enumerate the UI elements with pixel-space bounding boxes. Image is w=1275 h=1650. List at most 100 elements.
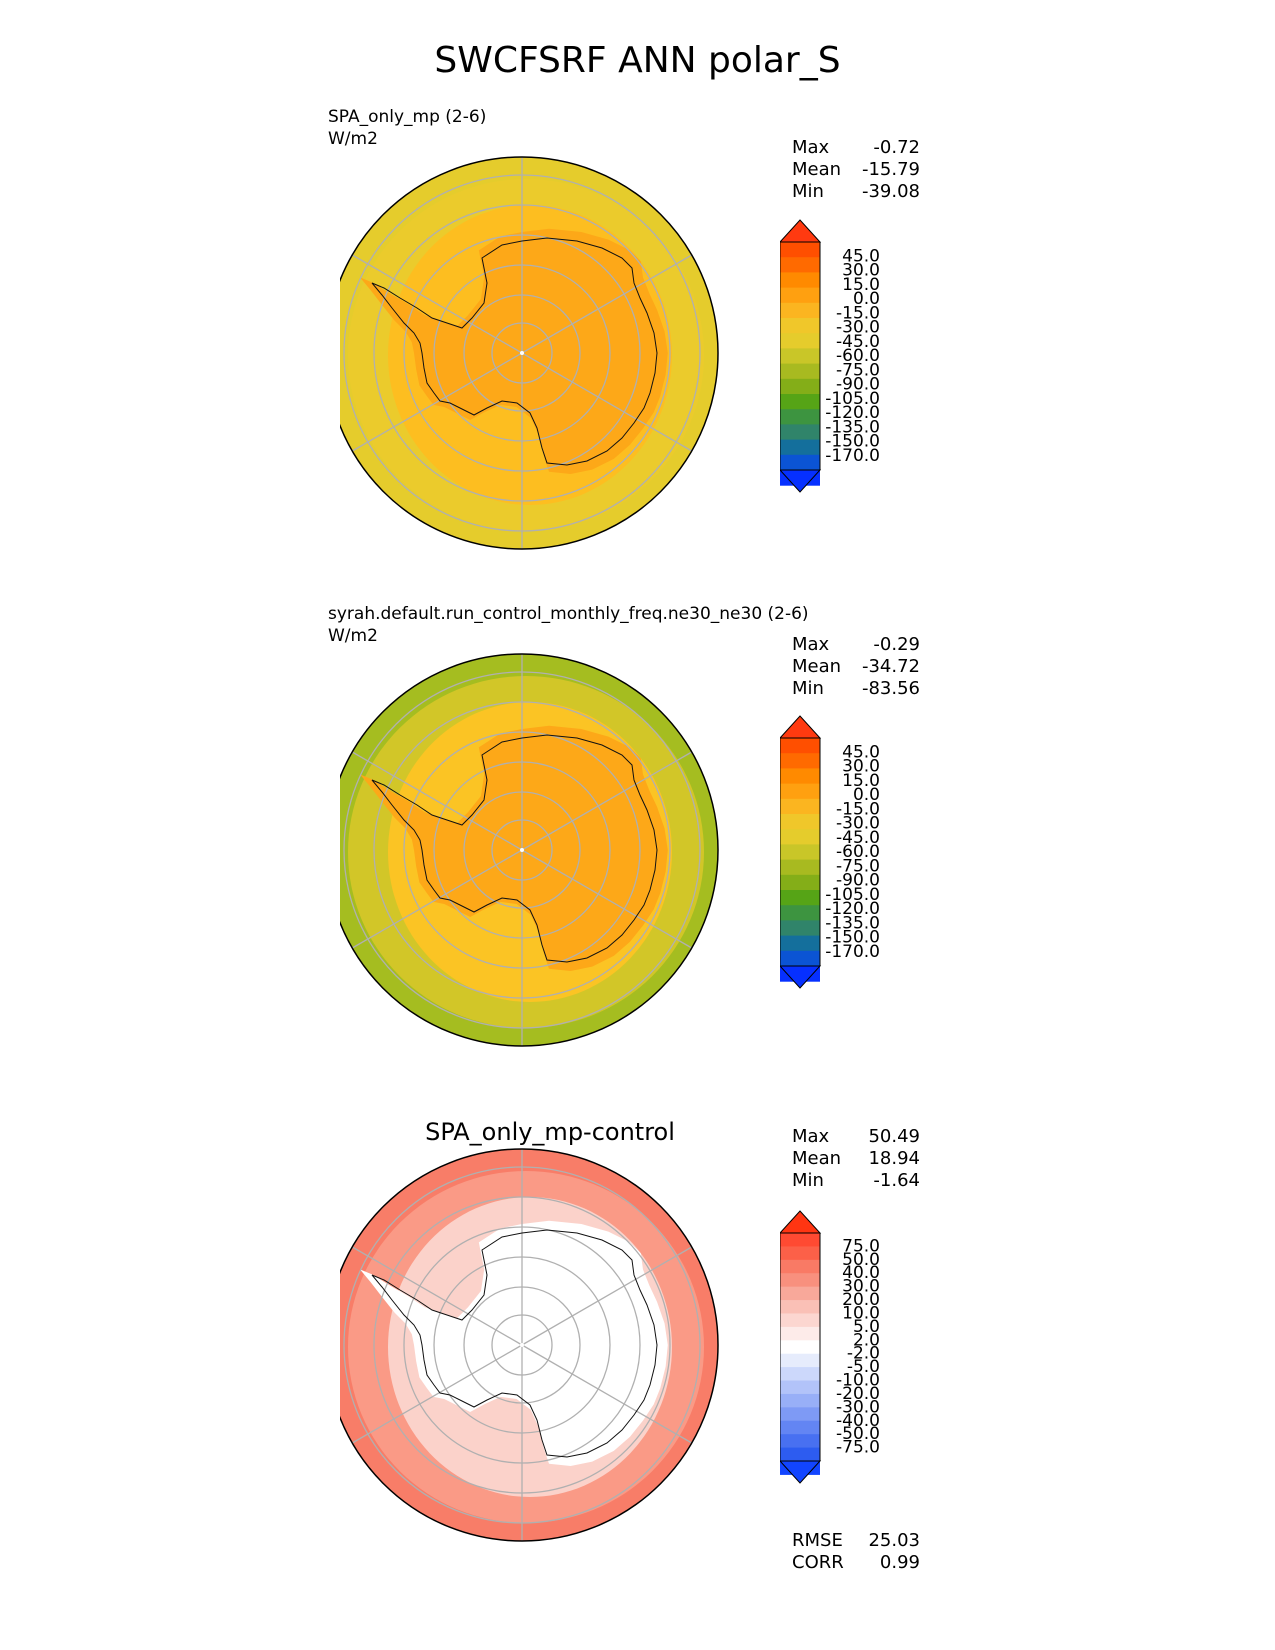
colorbar-segment (780, 333, 820, 349)
stat-min: -1.64 (873, 1170, 920, 1191)
coastline (371, 734, 658, 963)
stat-min: -83.56 (861, 678, 920, 699)
colorbar-tick-label: -45.0 (836, 828, 880, 848)
colorbar-tick-label: 10.0 (842, 1303, 880, 1323)
stat-min-label: Min (792, 1170, 824, 1191)
colorbar-segment (780, 378, 820, 395)
stat-min-label: Min (792, 181, 824, 202)
panel-1-colorbar: 45.030.015.00.0-15.0-30.0-45.0-60.0-75.0… (780, 219, 880, 493)
map-border (340, 1148, 719, 1542)
colorbar-segment (780, 859, 820, 876)
panel-2-colorbar: 45.030.015.00.0-15.0-30.0-45.0-60.0-75.0… (780, 715, 880, 989)
panel-2-header: syrah.default.run_control_monthly_freq.n… (328, 603, 809, 647)
panel-2-units: W/m2 (328, 626, 378, 646)
colorbar-segment (780, 738, 820, 754)
colorbar-tick-label: -150.0 (825, 432, 880, 452)
coastline (371, 237, 658, 466)
colorbar-segment (780, 348, 820, 365)
colorbar-top-arrow (780, 1210, 822, 1234)
colorbar-segment (780, 1353, 820, 1368)
colorbar-tick-label: -75.0 (836, 856, 880, 876)
colorbar-tick-label: -120.0 (825, 403, 880, 423)
colorbar-top-arrow (780, 715, 822, 739)
colorbar-tick-label: 20.0 (842, 1290, 880, 1310)
meridian-line (351, 352, 523, 452)
field-polar-region (360, 725, 668, 971)
colorbar-segment (780, 905, 820, 921)
colorbar-tick-label: -135.0 (825, 913, 880, 933)
meridian-line (521, 1344, 693, 1444)
meridian-line (521, 352, 693, 452)
colorbar-frame (780, 737, 821, 967)
colorbar-tick-label: 45.0 (842, 246, 880, 266)
colorbar-tick-label: -120.0 (825, 899, 880, 919)
colorbar-tick-label: -90.0 (836, 375, 880, 395)
colorbar-tick-label: -30.0 (836, 1397, 880, 1417)
colorbar-tick-label: 30.0 (842, 261, 880, 281)
colorbar-segment (780, 1273, 820, 1288)
field-layers (340, 157, 718, 549)
panel-2-stats: Max -0.29 Mean -34.72 Min -83.56 (792, 634, 920, 700)
colorbar-segment (780, 1434, 820, 1449)
colorbar-tick-label: -60.0 (836, 346, 880, 366)
coastline (371, 1229, 658, 1458)
panel-3-colorbar: 75.050.040.030.020.010.05.02.0-2.0-5.0-1… (780, 1210, 880, 1484)
colorbar-segment (780, 768, 820, 785)
panel-2-polar-map (340, 653, 719, 1047)
colorbar-segment (780, 874, 820, 891)
colorbar-tick-label: 50.0 (842, 1250, 880, 1270)
colorbar-segment (780, 1340, 820, 1355)
colorbar-tick-label: -135.0 (825, 417, 880, 437)
colorbar-tick-label: -20.0 (836, 1384, 880, 1404)
field-layers (340, 654, 718, 1046)
colorbar-segment (780, 783, 820, 800)
colorbar-tick-label: -15.0 (836, 799, 880, 819)
colorbar-tick-label: -30.0 (836, 814, 880, 834)
field-layers (340, 1149, 718, 1541)
colorbar-tick-label: 75.0 (842, 1236, 880, 1256)
colorbar-segment (780, 394, 820, 410)
colorbar-segment (780, 409, 820, 425)
colorbar-segment (780, 1259, 820, 1274)
stat-min-label: Min (792, 678, 824, 699)
colorbar-segment (780, 1367, 820, 1382)
colorbar-segment (780, 814, 820, 830)
colorbar-tick-label: -45.0 (836, 332, 880, 352)
panel-3-metrics: RMSE 25.03 CORR 0.99 (792, 1530, 920, 1574)
colorbar-tick-label: 45.0 (842, 742, 880, 762)
panel-2-title: syrah.default.run_control_monthly_freq.n… (328, 604, 809, 624)
colorbar-tick-label: -90.0 (836, 871, 880, 891)
colorbar-segment (780, 363, 820, 380)
stat-mean: -15.79 (861, 159, 920, 180)
stat-mean-label: Mean (792, 159, 842, 180)
colorbar-segment (780, 1286, 820, 1301)
colorbar-segment (780, 1313, 820, 1328)
colorbar-tick-label: -30.0 (836, 318, 880, 338)
colorbar-segment (780, 1393, 820, 1408)
pole-dot (520, 848, 524, 852)
colorbar-segment (780, 242, 820, 258)
stat-max-label: Max (792, 137, 830, 158)
colorbar-segment (780, 844, 820, 861)
colorbar-segment (780, 1380, 820, 1395)
colorbar-segment (780, 1300, 820, 1314)
colorbar-tick-label: 15.0 (842, 771, 880, 791)
meridian-line (351, 254, 523, 354)
colorbar-tick-label: -5.0 (847, 1357, 880, 1377)
panel-1-title: SPA_only_mp (2-6) (328, 107, 487, 127)
colorbar-tick-label: -60.0 (836, 842, 880, 862)
colorbar-tick-label: 40.0 (842, 1263, 880, 1283)
map-border (340, 653, 719, 1047)
corr-value: 0.99 (879, 1552, 920, 1573)
colorbar-tick-label: 15.0 (842, 275, 880, 295)
meridian-line (521, 1246, 693, 1346)
stat-mean-label: Mean (792, 1148, 842, 1169)
meridian-line (351, 1246, 523, 1346)
panel-3-polar-map (340, 1148, 719, 1542)
stat-min: -39.08 (861, 181, 920, 202)
panel-1-polar-map (340, 156, 719, 550)
colorbar-segment (780, 318, 820, 334)
colorbar-segment (780, 1326, 820, 1341)
field-polar-region (360, 228, 668, 474)
colorbar-segment (780, 1420, 820, 1435)
